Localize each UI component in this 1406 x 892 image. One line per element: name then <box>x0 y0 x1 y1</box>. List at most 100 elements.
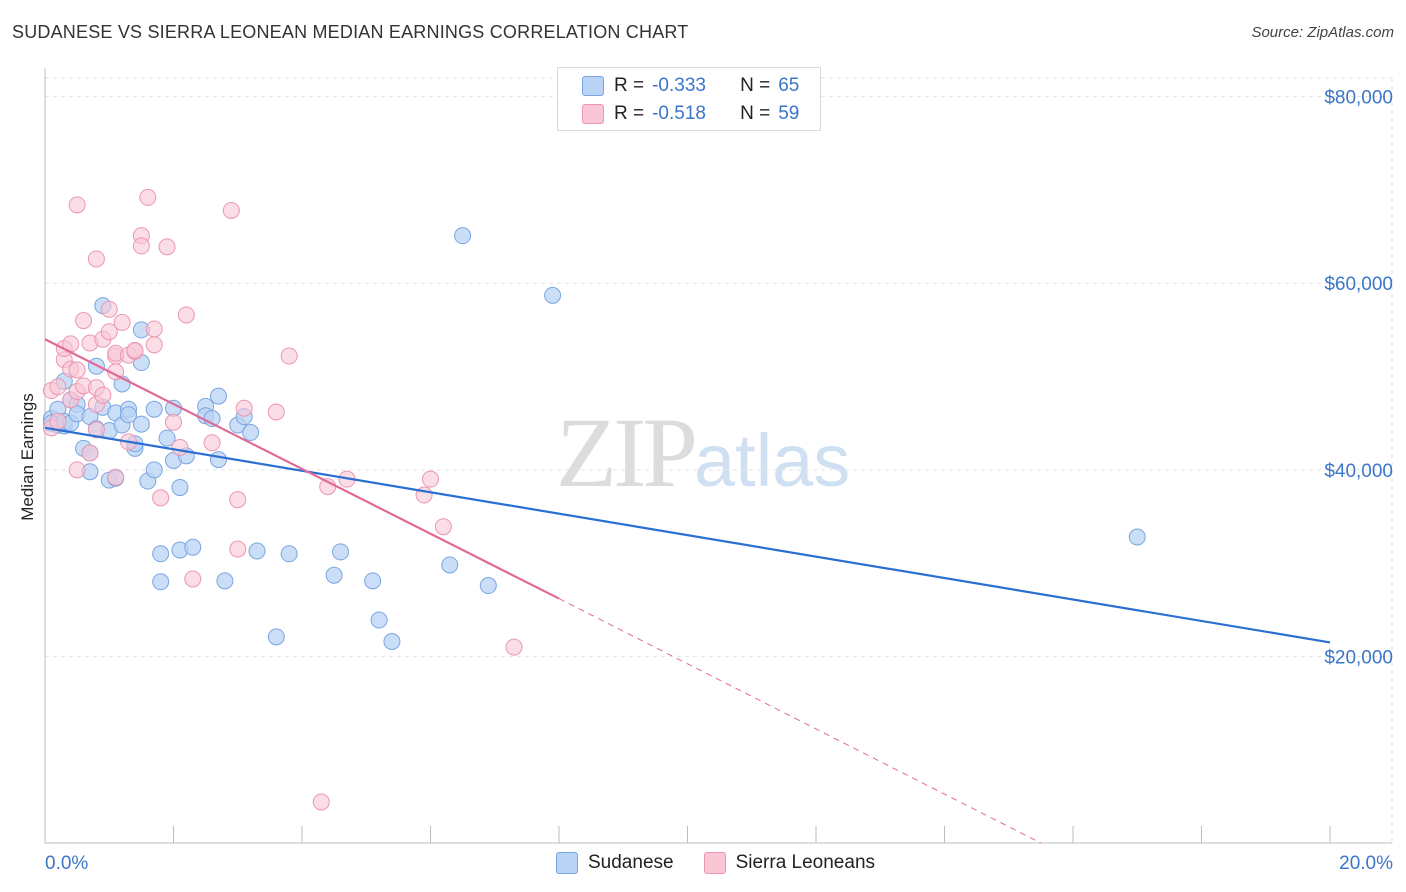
sudanese-point <box>216 572 234 590</box>
legend-item-sierra-leoneans[interactable]: Sierra Leoneans <box>703 852 876 874</box>
legend-row-sierra-leonean: R = -0.518 N = 59 <box>582 102 799 126</box>
legend-row-sudanese: R = -0.333 N = 65 <box>582 74 799 98</box>
sierra-leonean-point <box>184 570 202 588</box>
y-tick-label: $40,000 <box>1324 461 1393 482</box>
sudanese-point <box>171 479 189 497</box>
legend-n-label: N = <box>740 103 771 124</box>
trend-lines <box>44 338 1331 844</box>
sudanese-point <box>152 545 170 563</box>
sierra-leonean-point <box>434 518 452 536</box>
sierra-leonean-point <box>229 491 247 509</box>
sudanese-point <box>248 542 266 560</box>
series-legend: Sudanese Sierra Leoneans <box>556 852 905 874</box>
sudanese-point <box>209 451 227 469</box>
legend-r-value: -0.333 <box>652 75 706 96</box>
sudanese-points <box>42 227 1146 650</box>
sierra-leonean-point <box>87 421 105 439</box>
sierra-leonean-point <box>505 638 523 656</box>
y-tick-label: $60,000 <box>1324 274 1393 295</box>
sudanese-trend-line <box>44 426 1331 644</box>
sierra-leonean-point <box>312 793 330 811</box>
sierra-leonean-point <box>171 438 189 456</box>
sierra-leonean-point <box>203 434 221 452</box>
sierra-leonean-point <box>49 378 67 396</box>
sudanese-point <box>120 406 138 424</box>
sierra-leonean-point <box>422 470 439 488</box>
sierra-leonean-point <box>145 320 163 338</box>
legend-n-value: 65 <box>778 75 800 96</box>
sudanese-point <box>454 227 472 245</box>
legend-label-sudanese: Sudanese <box>588 852 674 873</box>
sierra-leonean-point <box>75 312 93 330</box>
sierra-leonean-point <box>107 468 125 486</box>
x-tick-label: 0.0% <box>45 853 88 874</box>
sierra-leonean-point <box>152 489 170 507</box>
x-tick-label: 20.0% <box>1339 853 1393 874</box>
sierra-leonean-point <box>68 196 86 214</box>
sierra-leonean-point <box>280 347 298 365</box>
sierra-leonean-point <box>158 238 176 256</box>
sudanese-point <box>184 538 202 556</box>
sudanese-point <box>280 545 298 563</box>
legend-n-value: 59 <box>778 103 800 124</box>
sierra-leonean-point <box>267 403 285 421</box>
sierra-leonean-point <box>68 461 86 479</box>
watermark-zip: ZIP <box>556 397 698 508</box>
chart-title: SUDANESE VS SIERRA LEONEAN MEDIAN EARNIN… <box>12 22 689 42</box>
legend-swatch-blue <box>582 76 604 96</box>
watermark: ZIPatlas <box>556 395 850 510</box>
sierra-leonean-point <box>235 399 253 417</box>
sudanese-point <box>209 387 227 405</box>
sierra-leonean-point <box>87 250 105 268</box>
sierra-leonean-point <box>177 306 195 324</box>
sierra-leonean-point <box>68 361 86 379</box>
sierra-leonean-trend-extension <box>558 598 1042 844</box>
sudanese-point <box>325 566 343 584</box>
sudanese-point <box>152 573 170 591</box>
sudanese-point <box>441 556 459 574</box>
sierra-leonean-point <box>81 444 99 462</box>
sierra-leonean-point <box>165 413 182 431</box>
sudanese-point <box>145 400 163 418</box>
source-label: Source: ZipAtlas.com <box>1251 24 1394 41</box>
sierra-leonean-point <box>222 201 240 219</box>
sudanese-point <box>370 611 388 629</box>
sudanese-point <box>364 572 382 590</box>
sudanese-point <box>1128 528 1146 546</box>
legend-swatch-blue <box>556 852 578 874</box>
sierra-leonean-point <box>145 336 163 354</box>
y-tick-label: $80,000 <box>1324 88 1393 109</box>
sierra-leonean-point <box>126 341 144 359</box>
sierra-leonean-points <box>42 188 523 811</box>
legend-n-label: N = <box>740 75 771 96</box>
sudanese-point <box>383 632 401 650</box>
legend-item-sudanese[interactable]: Sudanese <box>556 852 674 874</box>
sierra-leonean-point <box>113 313 131 331</box>
sierra-leonean-point <box>100 300 118 318</box>
sudanese-point <box>479 577 497 595</box>
sierra-leonean-point <box>100 323 118 341</box>
legend-swatch-pink <box>703 852 726 874</box>
sudanese-point <box>544 286 562 304</box>
sierra-leonean-point <box>229 540 247 558</box>
sudanese-point <box>132 415 150 433</box>
legend-r-label: R = <box>614 103 645 124</box>
correlation-legend: R = -0.333 N = 65 R = -0.518 N = 59 <box>557 67 821 131</box>
axes <box>44 68 1392 844</box>
tick-labels: $20,000 $40,000 $60,000 $80,000 0.0% 20.0% <box>45 88 1393 874</box>
legend-r-value: -0.518 <box>652 103 706 124</box>
sudanese-point <box>158 429 176 447</box>
sierra-leonean-point <box>139 188 157 206</box>
legend-swatch-pink <box>582 104 604 124</box>
sierra-leonean-point <box>94 386 112 404</box>
sierra-leonean-point <box>49 412 67 430</box>
sudanese-point <box>267 628 285 646</box>
sudanese-point <box>332 543 350 561</box>
legend-label-sierra-leoneans: Sierra Leoneans <box>735 852 876 873</box>
watermark-atlas: atlas <box>694 419 851 502</box>
legend-r-label: R = <box>614 75 645 96</box>
sierra-leonean-point <box>132 237 150 255</box>
sierra-leonean-trend-line <box>44 338 560 600</box>
sudanese-point <box>242 424 260 442</box>
